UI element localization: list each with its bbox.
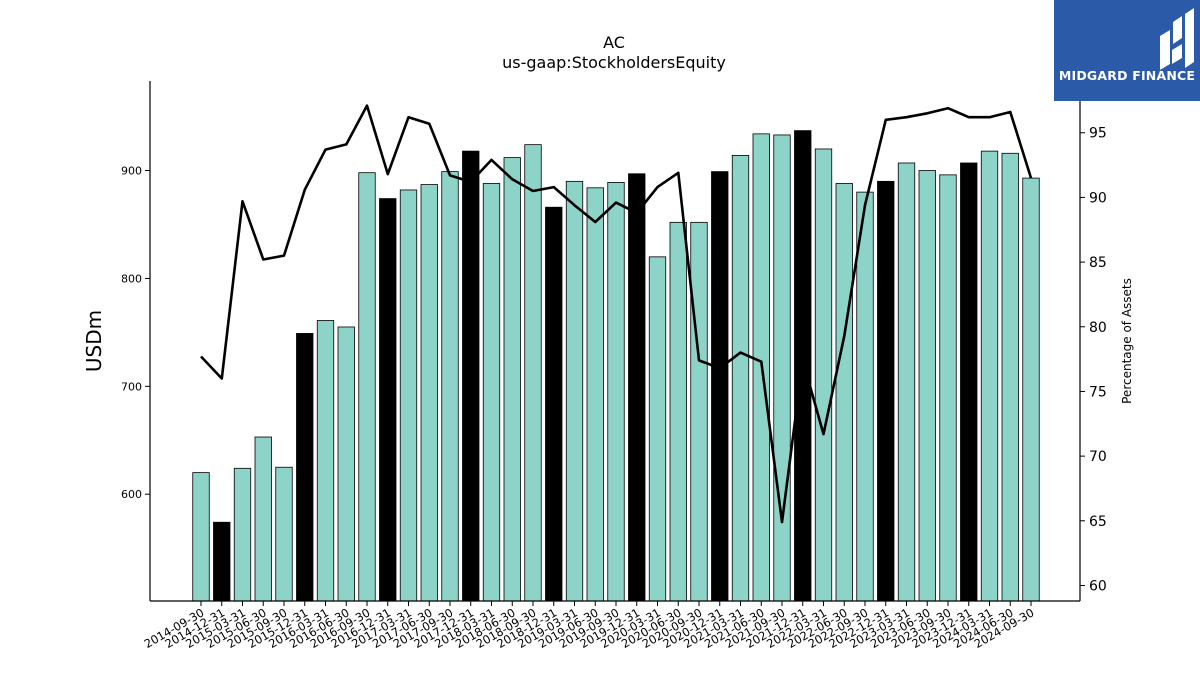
- logo-icon: [1160, 8, 1194, 70]
- line-group: [200, 104, 1033, 524]
- y-tick-label: 600: [121, 488, 142, 501]
- y2-axis-label: Percentage of Assets: [1120, 278, 1134, 404]
- bar: [980, 150, 999, 602]
- bar: [565, 180, 584, 602]
- bar: [607, 182, 625, 602]
- y2-tick-label: 85: [1089, 255, 1107, 271]
- axes-group: 60070080090060657075808590952014-09-3020…: [121, 81, 1107, 651]
- bar: [233, 467, 252, 602]
- bar: [1001, 152, 1019, 602]
- bar: [399, 189, 418, 602]
- percentage-line: [200, 104, 1033, 524]
- bar: [213, 521, 231, 602]
- y-axis-label: USDm: [82, 310, 106, 372]
- bar: [918, 170, 936, 602]
- bar: [690, 221, 708, 602]
- bar: [711, 171, 729, 602]
- bar: [379, 198, 397, 602]
- bar: [254, 436, 272, 602]
- bar: [503, 157, 521, 602]
- y-tick-label: 800: [121, 272, 142, 285]
- bar: [441, 171, 459, 602]
- bar: [814, 148, 833, 602]
- bar: [586, 187, 604, 602]
- bar: [358, 172, 376, 602]
- bar: [773, 134, 791, 602]
- bar: [482, 183, 501, 602]
- bar: [337, 326, 355, 602]
- y2-tick-label: 90: [1089, 190, 1107, 206]
- bar: [939, 174, 957, 602]
- bar: [192, 472, 210, 602]
- chart-title: AC: [603, 33, 625, 52]
- bar: [960, 162, 978, 602]
- logo-text: MIDGARD FINANCE: [1058, 68, 1196, 83]
- bar: [835, 183, 853, 602]
- bar: [877, 180, 895, 602]
- bar: [856, 191, 874, 602]
- bar: [731, 155, 750, 602]
- y2-tick-label: 95: [1089, 126, 1107, 142]
- bar: [420, 184, 438, 602]
- y2-tick-label: 80: [1089, 320, 1107, 336]
- bars-group: [192, 130, 1040, 602]
- y2-tick-label: 75: [1089, 384, 1107, 400]
- y2-tick-label: 70: [1089, 449, 1107, 465]
- bar: [275, 466, 293, 602]
- logo: MIDGARD FINANCE: [1054, 0, 1200, 101]
- bar: [669, 221, 687, 602]
- bar: [897, 162, 916, 602]
- y-tick-label: 700: [121, 380, 142, 393]
- y2-tick-label: 60: [1089, 578, 1107, 594]
- chart-subtitle: us-gaap:StockholdersEquity: [502, 53, 726, 72]
- bar: [545, 206, 563, 602]
- bar: [648, 256, 667, 602]
- y2-tick-label: 65: [1089, 514, 1107, 530]
- bar: [296, 333, 314, 602]
- bar: [462, 150, 480, 602]
- bar: [316, 320, 335, 602]
- bar: [524, 144, 542, 602]
- bar: [1022, 177, 1040, 602]
- y-tick-label: 900: [121, 165, 142, 178]
- bar: [628, 173, 646, 602]
